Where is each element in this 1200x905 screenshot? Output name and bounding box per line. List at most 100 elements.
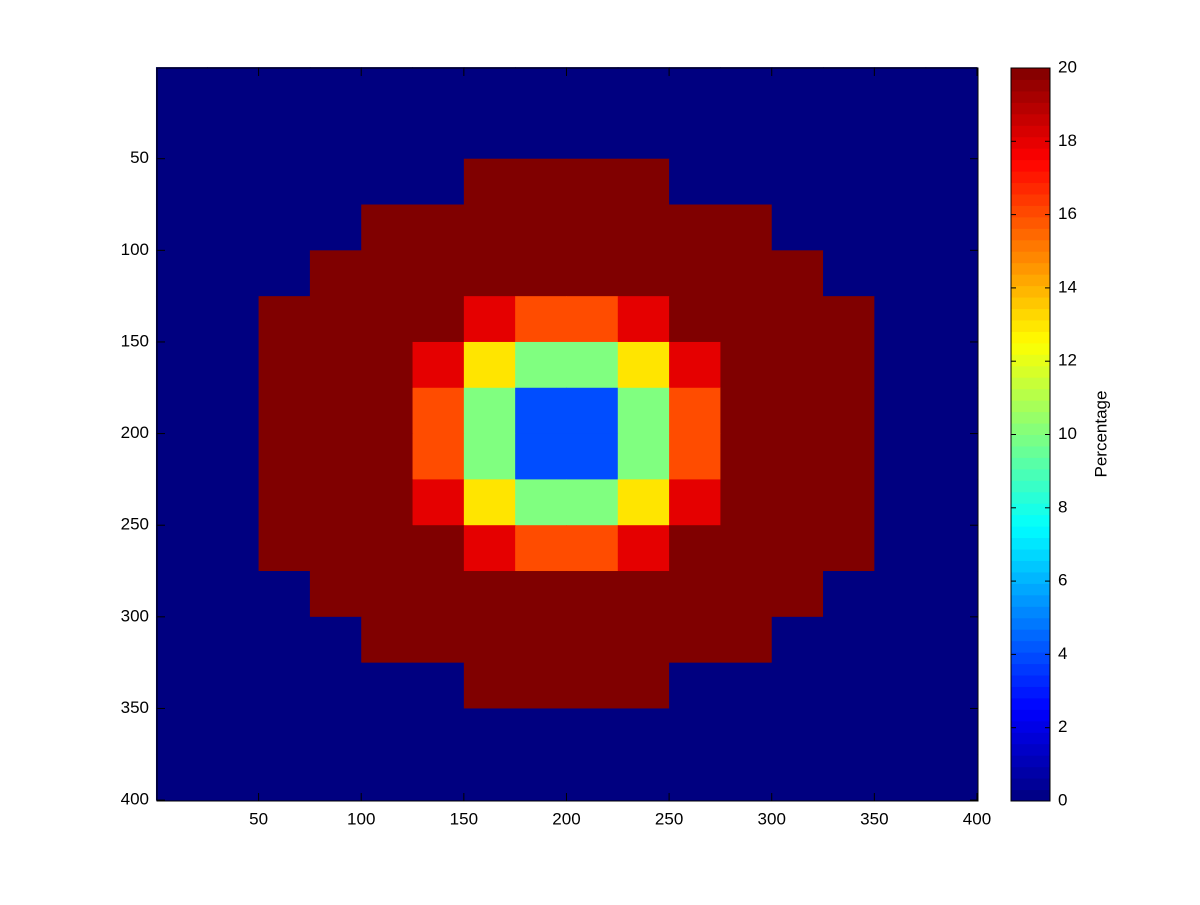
heatmap-cell <box>463 662 516 709</box>
heatmap-cell <box>617 158 670 206</box>
heatmap-cell <box>823 433 875 480</box>
heatmap-cell <box>258 296 311 343</box>
heatmap-cell <box>258 479 311 526</box>
colorbar-swatch <box>1011 331 1050 344</box>
colorbar-swatch <box>1011 766 1050 779</box>
heatmap-cell <box>925 616 978 664</box>
heatmap-cell <box>258 67 311 114</box>
heatmap-cell <box>361 158 414 206</box>
heatmap-cell <box>771 158 824 206</box>
colorbar-swatch <box>1011 102 1050 115</box>
heatmap-cell <box>925 296 978 343</box>
heatmap-cell <box>823 571 875 618</box>
colorbar-swatch <box>1011 720 1050 733</box>
y-tick-label: 100 <box>121 240 149 259</box>
heatmap-cell <box>207 112 260 160</box>
colorbar-swatch <box>1011 125 1050 138</box>
colorbar-swatch <box>1011 79 1050 92</box>
heatmap-cell <box>669 387 721 435</box>
heatmap-cell <box>207 296 260 343</box>
heatmap-cell <box>258 616 311 664</box>
colorbar-swatch <box>1011 274 1050 287</box>
heatmap-cell <box>207 616 260 664</box>
x-tick-label: 50 <box>249 809 268 828</box>
heatmap-cell <box>207 525 260 572</box>
heatmap-cell <box>720 616 773 664</box>
heatmap-cell <box>669 158 721 206</box>
colorbar-tick-label: 2 <box>1058 717 1067 736</box>
y-tick-label: 50 <box>130 148 149 167</box>
plot-frame <box>156 67 979 802</box>
heatmap-cell <box>463 433 516 480</box>
heatmap-cell <box>412 112 465 160</box>
heatmap-cell <box>823 250 875 297</box>
heatmap-cell <box>925 708 978 755</box>
heatmap-cell <box>309 708 362 755</box>
colorbar-swatch <box>1011 457 1050 470</box>
heatmap-cell <box>617 754 670 801</box>
colorbar-swatch <box>1011 205 1050 218</box>
heatmap-cell <box>309 112 362 160</box>
heatmap-cell <box>720 571 773 618</box>
heatmap-cell <box>617 250 670 297</box>
heatmap-cell <box>874 571 927 618</box>
x-tick-label: 350 <box>860 809 888 828</box>
heatmap-cell <box>720 296 773 343</box>
heatmap-cell <box>669 296 721 343</box>
x-tick-label: 200 <box>552 809 580 828</box>
heatmap-cell <box>566 754 619 801</box>
colorbar-swatch <box>1011 68 1050 80</box>
heatmap-cell <box>463 204 516 251</box>
heatmap-cell <box>669 433 721 480</box>
heatmap-cell <box>515 754 567 801</box>
heatmap-cell <box>925 525 978 572</box>
heatmap-cell <box>258 341 311 389</box>
colorbar-swatch <box>1011 560 1050 573</box>
heatmap-cell <box>207 250 260 297</box>
heatmap-cell <box>361 571 414 618</box>
heatmap-cell <box>258 250 311 297</box>
heatmap-cell <box>925 341 978 389</box>
heatmap-cell <box>412 708 465 755</box>
colorbar-swatch <box>1011 629 1050 642</box>
heatmap-cell <box>361 525 414 572</box>
heatmap-cell <box>720 158 773 206</box>
heatmap-cell <box>669 67 721 114</box>
heatmap-cell <box>771 67 824 114</box>
heatmap-cell <box>720 662 773 709</box>
colorbar-swatch <box>1011 526 1050 539</box>
heatmap-cell <box>361 204 414 251</box>
heatmap-cell <box>309 571 362 618</box>
heatmap-cell <box>207 204 260 251</box>
colorbar-swatch <box>1011 514 1050 527</box>
heatmap-cell <box>258 525 311 572</box>
heatmap-cell <box>720 67 773 114</box>
heatmap-cell <box>874 112 927 160</box>
heatmap-cell <box>309 479 362 526</box>
heatmap-cell <box>258 662 311 709</box>
colorbar-swatch <box>1011 549 1050 561</box>
colorbar-tick-label: 14 <box>1058 277 1077 296</box>
colorbar-swatch <box>1011 251 1050 264</box>
heatmap-cell <box>669 479 721 526</box>
heatmap-cell <box>669 754 721 801</box>
heatmap-cell <box>412 296 465 343</box>
heatmap-cell <box>155 204 208 251</box>
heatmap-cell <box>566 571 619 618</box>
heatmap-cell <box>463 158 516 206</box>
heatmap-cell <box>463 479 516 526</box>
colorbar-swatch <box>1011 239 1050 252</box>
heatmap-cell <box>925 67 978 114</box>
heatmap-cell <box>258 708 311 755</box>
heatmap-cell <box>566 479 619 526</box>
colorbar-swatch <box>1011 445 1050 458</box>
heatmap-cell <box>412 204 465 251</box>
colorbar-swatch <box>1011 228 1050 241</box>
heatmap-cell <box>463 616 516 664</box>
heatmap-cell <box>771 204 824 251</box>
heatmap-cell <box>874 616 927 664</box>
heatmap-cell <box>720 112 773 160</box>
heatmap-cell <box>771 250 824 297</box>
heatmap-cell <box>823 616 875 664</box>
heatmap-cell <box>361 296 414 343</box>
